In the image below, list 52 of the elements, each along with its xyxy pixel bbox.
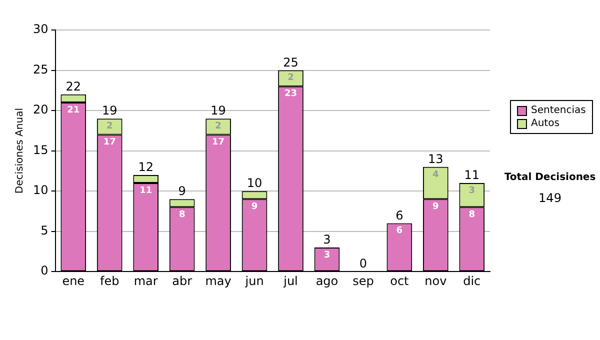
x-tick-label: abr (172, 274, 192, 288)
x-tick-label: ene (62, 274, 85, 288)
data-label: 9 (432, 202, 439, 212)
data-label: 3 (468, 186, 476, 196)
data-label: 2 (288, 73, 294, 84)
y-axis-title: Decisiones Anual (14, 108, 26, 194)
data-label: 3 (324, 250, 330, 260)
total-label: 6 (396, 208, 404, 222)
data-label: 4 (432, 170, 439, 180)
total-label: 13 (428, 152, 444, 166)
data-label: 23 (284, 89, 298, 100)
x-tick-label: ago (316, 274, 338, 288)
x-tick-label: feb (100, 274, 120, 288)
y-tick-label: 20 (32, 102, 48, 117)
x-tick-label: may (205, 274, 232, 288)
total-label: 19 (210, 104, 226, 118)
x-tick-label: dic (463, 274, 481, 288)
x-tick-label: oct (390, 274, 410, 288)
x-tick-label: nov (424, 274, 447, 288)
data-label: 8 (178, 210, 186, 220)
total-label: 3 (323, 232, 331, 247)
total-label: 25 (283, 55, 298, 70)
data-label: 17 (103, 138, 116, 148)
x-tick-label: jun (244, 274, 264, 288)
data-label: 2 (215, 121, 222, 132)
y-tick-label: 25 (32, 62, 48, 76)
y-tick-label: 5 (40, 223, 48, 238)
data-label: 2 (106, 121, 113, 132)
text: 149 (538, 191, 562, 205)
y-tick-label: 10 (32, 183, 48, 198)
legend-label: Sentencias (531, 104, 586, 117)
total-label: 0 (359, 256, 368, 271)
x-tick-label: jul (282, 274, 298, 288)
data-label: 9 (251, 202, 258, 212)
data-label: 11 (140, 186, 152, 196)
total-label: 12 (138, 160, 154, 174)
text: Total Decisiones (503, 172, 597, 183)
x-tick-label: sep (352, 274, 374, 288)
x-tick-label: mar (134, 274, 158, 288)
total-label: 11 (464, 168, 480, 182)
total-label: 22 (66, 80, 82, 94)
total-label: 9 (178, 184, 186, 198)
data-label: 21 (67, 105, 80, 116)
legend-label: Autos (531, 117, 560, 130)
data-label: 6 (396, 226, 403, 236)
y-tick-label: 15 (32, 142, 48, 157)
total-label: 19 (102, 104, 118, 118)
y-tick-label: 0 (40, 264, 48, 278)
y-tick-label: 30 (32, 22, 48, 36)
data-label: 17 (212, 138, 225, 148)
total-label: 10 (246, 176, 262, 190)
data-label: 8 (468, 210, 476, 220)
